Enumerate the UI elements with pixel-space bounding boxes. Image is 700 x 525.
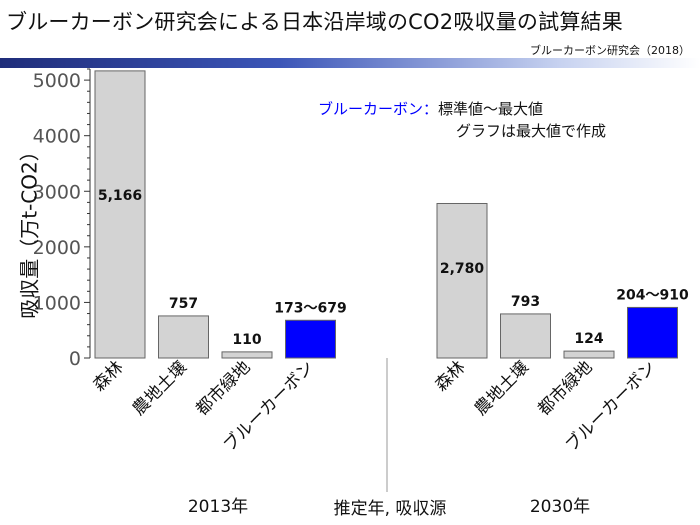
bar (500, 313, 551, 359)
bar (627, 306, 678, 359)
category-label: 森林 (89, 357, 127, 395)
category-label: 都市緑地 (192, 357, 254, 419)
category-label: 農地土壌 (129, 357, 191, 419)
bar (436, 202, 488, 359)
y-tick-label: 0 (69, 348, 81, 370)
legend-line-1: 標準値～最大値 (438, 100, 544, 118)
group-label-2030: 2030年 (529, 497, 591, 517)
data-label: 204～910 (616, 287, 689, 303)
source-note: ブルーカーボン研究会（2018） (530, 44, 690, 57)
bar (158, 315, 209, 359)
data-label: 793 (511, 294, 540, 310)
page-title: ブルーカーボン研究会による日本沿岸域のCO2吸収量の試算結果 (6, 10, 623, 34)
y-tick-label: 3000 (33, 181, 81, 203)
bar (94, 70, 146, 359)
bar (285, 319, 336, 359)
category-label: 農地土壌 (471, 357, 533, 419)
bar (221, 351, 273, 359)
y-tick-label: 5000 (33, 70, 81, 92)
legend-line-2: グラフは最大値で作成 (456, 122, 607, 140)
data-label: 124 (574, 331, 603, 347)
y-tick-label: 1000 (33, 292, 81, 314)
data-label: 173～679 (274, 300, 346, 316)
y-axis-label: 吸収量（万t-CO2） (17, 141, 42, 319)
legend-key: ブルーカーボン： (318, 100, 439, 118)
header-gradient-bar (0, 58, 700, 68)
y-tick-label: 4000 (33, 126, 81, 148)
legend: ブルーカーボン：標準値～最大値 グラフは最大値で作成 (318, 98, 606, 142)
category-label: 都市緑地 (534, 357, 596, 419)
data-label: 757 (169, 296, 198, 312)
data-label: 5,166 (98, 188, 142, 204)
group-label-2013: 2013年 (187, 497, 249, 517)
data-label: 2,780 (440, 261, 485, 277)
bar (563, 350, 615, 359)
x-axis-label: 推定年, 吸収源 (333, 499, 447, 519)
category-label: 森林 (431, 357, 469, 395)
data-label: 110 (232, 332, 261, 348)
y-tick-label: 2000 (33, 237, 81, 259)
